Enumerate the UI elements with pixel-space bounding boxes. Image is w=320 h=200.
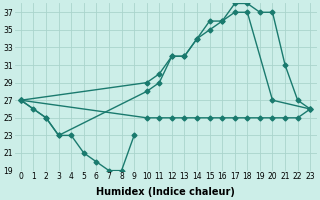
X-axis label: Humidex (Indice chaleur): Humidex (Indice chaleur): [96, 187, 235, 197]
